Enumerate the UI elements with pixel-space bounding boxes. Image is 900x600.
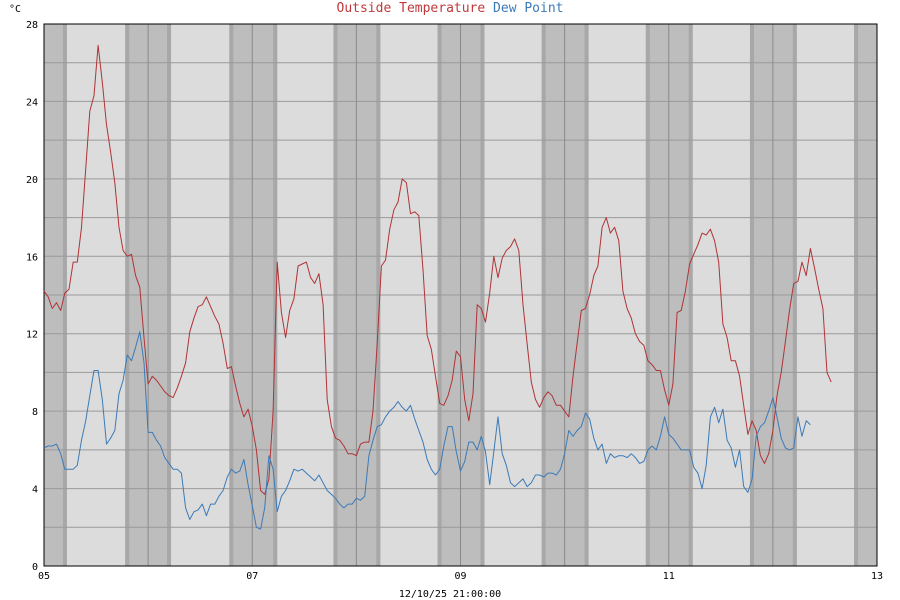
title-dewpoint: Dew Point bbox=[493, 1, 563, 16]
y-tick-label: 8 bbox=[32, 407, 38, 418]
y-tick-label: 12 bbox=[26, 330, 38, 341]
x-tick-label: 11 bbox=[663, 571, 675, 582]
x-tick-label: 07 bbox=[246, 571, 258, 582]
x-axis-label: 12/10/25 21:00:00 bbox=[399, 589, 501, 600]
y-tick-label: 4 bbox=[32, 485, 38, 496]
plot-border bbox=[43, 23, 878, 567]
y-axis-ticks: 0 4 8 12 16 20 24 28 bbox=[26, 20, 38, 573]
x-tick-label: 13 bbox=[871, 571, 883, 582]
chart-title: Outside Temperature Dew Point bbox=[337, 1, 564, 16]
series-line-outside-temperature bbox=[43, 44, 832, 495]
y-axis-unit: °C bbox=[9, 4, 21, 15]
y-tick-label: 20 bbox=[26, 175, 38, 186]
y-tick-label: 24 bbox=[26, 97, 38, 108]
plot-area bbox=[43, 23, 878, 567]
x-tick-label: 09 bbox=[454, 571, 466, 582]
y-tick-label: 28 bbox=[26, 20, 38, 31]
series-line-dew-point bbox=[43, 331, 811, 530]
y-tick-label: 0 bbox=[32, 562, 38, 573]
y-tick-label: 16 bbox=[26, 252, 38, 263]
x-tick-label: 05 bbox=[38, 571, 50, 582]
x-axis-ticks: 05 07 09 11 13 bbox=[38, 571, 883, 582]
title-temperature: Outside Temperature bbox=[337, 1, 486, 16]
